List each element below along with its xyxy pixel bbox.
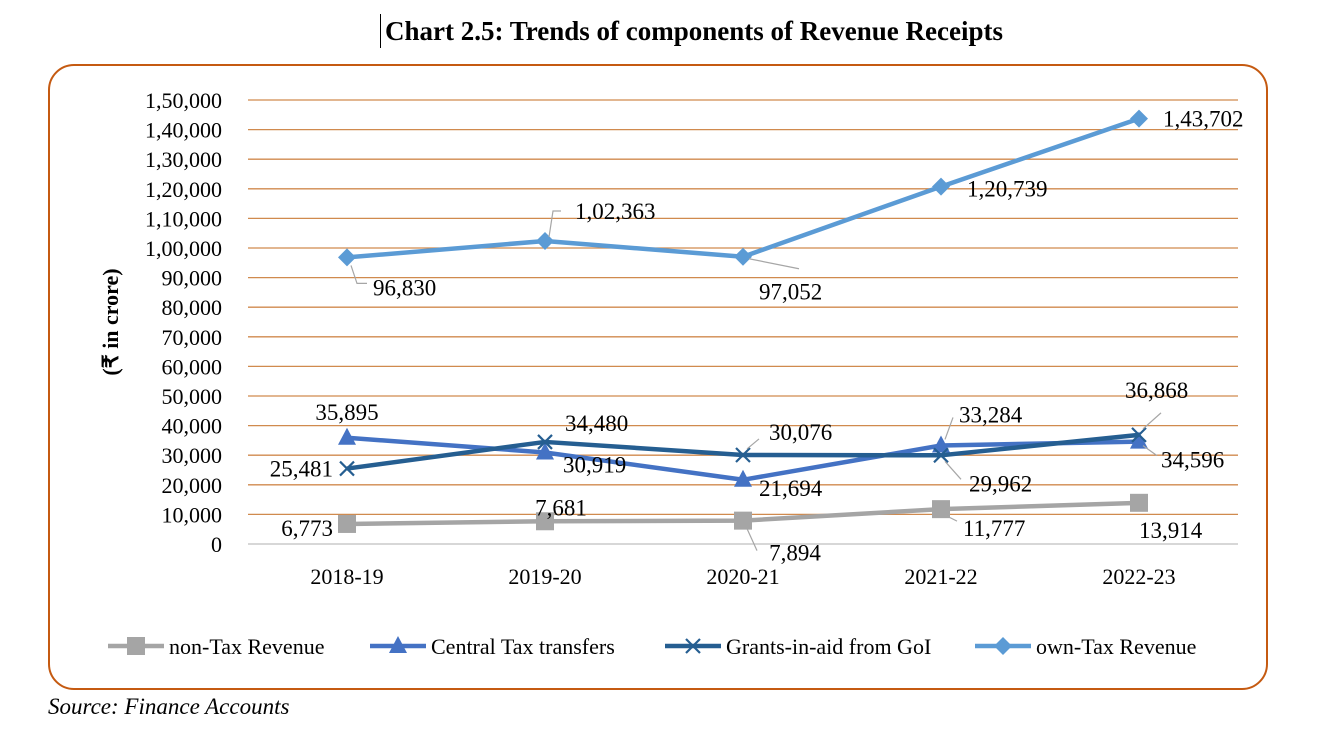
data-label: 97,052 [759,280,822,305]
y-tick-label: 90,000 [162,266,223,291]
legend-label: Central Tax transfers [431,634,615,659]
y-tick-label: 50,000 [162,384,223,409]
data-label: 6,773 [281,516,333,541]
chart-title: Chart 2.5: Trends of components of Reven… [380,14,1003,48]
legend-label: non-Tax Revenue [169,634,324,659]
y-tick-label: 1,20,000 [145,177,222,202]
y-tick-label: 10,000 [162,502,223,527]
data-point [734,247,752,266]
chart-frame [48,64,1268,690]
y-axis-title: (₹ in crore) [98,268,123,375]
data-point [338,248,356,267]
data-point [1131,427,1147,443]
data-point [933,447,949,464]
leader-line [350,265,367,284]
data-label: 29,962 [969,471,1032,496]
data-label: 21,694 [759,476,823,501]
x-tick-label: 2021-22 [904,564,977,589]
data-label: 96,830 [373,275,436,300]
y-tick-label: 1,00,000 [145,236,222,261]
legend-marker [389,636,407,653]
data-point [735,447,751,463]
data-point [734,469,752,487]
legend-marker [685,638,701,654]
leader-line [548,210,561,238]
y-tick-label: 1,10,000 [145,206,222,231]
series-line [346,432,1140,471]
data-label: 1,20,739 [967,177,1048,202]
legend-label: own-Tax Revenue [1036,634,1196,659]
data-label: 7,894 [769,541,821,566]
y-tick-label: 1,50,000 [145,88,222,113]
leader-line [944,460,962,480]
data-label: 25,481 [270,457,333,482]
legend-marker [127,637,145,655]
leader-line [1142,412,1162,430]
data-point [339,460,355,477]
y-tick-label: 70,000 [162,325,223,350]
data-label: 1,43,702 [1163,107,1244,132]
data-point [932,500,950,519]
y-tick-label: 40,000 [162,414,223,439]
leader-line [944,417,954,440]
leader-line [944,514,958,522]
data-point [1130,493,1148,512]
x-tick-label: 2022-23 [1102,564,1175,589]
y-tick-label: 60,000 [162,354,223,379]
data-point [536,442,554,460]
data-point [932,435,950,453]
y-tick-label: 30,000 [162,443,223,468]
legend-label: Grants-in-aid from GoI [726,634,931,659]
data-label: 7,681 [535,495,587,520]
data-label: 34,596 [1161,448,1224,473]
data-label: 33,284 [959,402,1023,427]
data-label: 30,076 [769,420,832,445]
leader-line [1142,445,1158,457]
source-note: Source: Finance Accounts [48,694,290,719]
data-point [1130,109,1148,128]
legend-marker [994,637,1012,655]
data-point [1130,431,1148,449]
y-tick-label: 1,30,000 [145,147,222,172]
data-label: 35,895 [315,400,378,425]
data-point [338,514,356,533]
x-tick-label: 2020-21 [706,564,779,589]
y-tick-label: 20,000 [162,473,223,498]
data-point [734,511,752,530]
data-label: 1,02,363 [575,199,656,224]
data-point [932,177,950,196]
x-tick-label: 2019-20 [508,564,581,589]
data-point [338,427,356,445]
leader-line [746,528,758,551]
data-label: 30,919 [563,452,626,477]
x-tick-label: 2018-19 [310,564,383,589]
data-point [536,232,554,251]
data-label: 11,777 [963,516,1025,541]
data-label: 36,868 [1125,378,1188,403]
y-tick-label: 0 [211,532,222,557]
leader-line [746,438,760,450]
y-tick-label: 80,000 [162,295,223,320]
data-label: 34,480 [565,411,628,436]
leader-line [748,258,800,270]
y-tick-label: 1,40,000 [145,118,222,143]
leader-line [548,512,558,518]
data-point [537,434,553,450]
data-label: 13,914 [1139,518,1203,543]
